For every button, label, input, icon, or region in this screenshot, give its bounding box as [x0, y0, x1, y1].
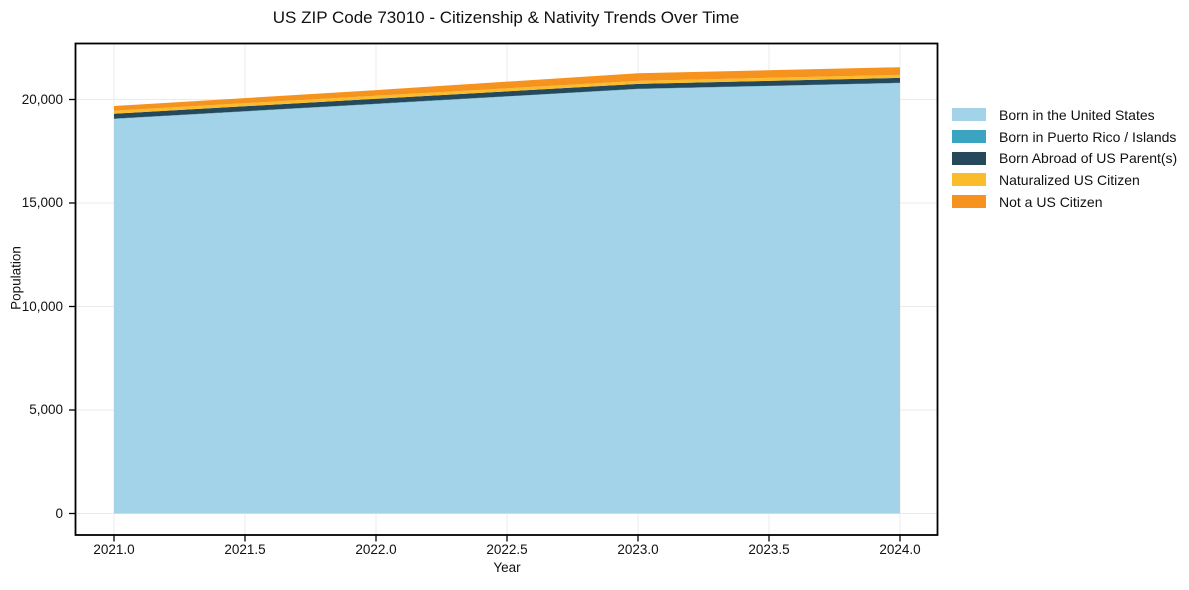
y-tick-label: 20,000 — [21, 91, 63, 107]
legend-label: Born in the United States — [999, 106, 1155, 123]
legend-item: Not a US Citizen — [952, 191, 1177, 213]
x-tick-label: 2024.0 — [879, 542, 921, 557]
legend-color-swatch — [952, 108, 986, 122]
legend-label: Naturalized US Citizen — [999, 171, 1140, 188]
y-tick-label: 10,000 — [21, 298, 63, 314]
chart-title: US ZIP Code 73010 - Citizenship & Nativi… — [272, 8, 740, 27]
legend-color-swatch — [952, 195, 986, 209]
x-tick-label: 2022.5 — [486, 542, 528, 557]
x-tick-label: 2021.5 — [224, 542, 266, 557]
legend-item: Born Abroad of US Parent(s) — [952, 147, 1177, 169]
area-series — [114, 67, 900, 111]
area-series — [114, 74, 900, 114]
area-series — [114, 77, 900, 119]
x-tick-label: 2021.0 — [93, 542, 135, 557]
legend-label: Born Abroad of US Parent(s) — [999, 150, 1178, 167]
y-tick-label: 15,000 — [21, 195, 63, 210]
chart-legend: Born in the United States Born in Puerto … — [952, 104, 1177, 212]
legend-item: Born in Puerto Rico / Islands — [952, 126, 1177, 148]
legend-label: Born in Puerto Rico / Islands — [999, 128, 1177, 145]
legend-color-swatch — [952, 151, 986, 165]
y-tick-label: 0 — [55, 505, 63, 521]
legend-color-swatch — [952, 130, 986, 144]
legend-label: Not a US Citizen — [999, 193, 1103, 210]
x-axis-label: Year — [493, 560, 521, 575]
y-tick-label: 5,000 — [29, 402, 63, 417]
legend-item: Born in the United States — [952, 104, 1177, 126]
x-tick-label: 2023.0 — [617, 542, 659, 557]
legend-color-swatch — [952, 173, 986, 187]
legend-item: Naturalized US Citizen — [952, 169, 1177, 191]
x-tick-label: 2023.5 — [748, 542, 790, 557]
x-tick-label: 2022.0 — [355, 542, 397, 557]
area-series — [114, 83, 900, 514]
